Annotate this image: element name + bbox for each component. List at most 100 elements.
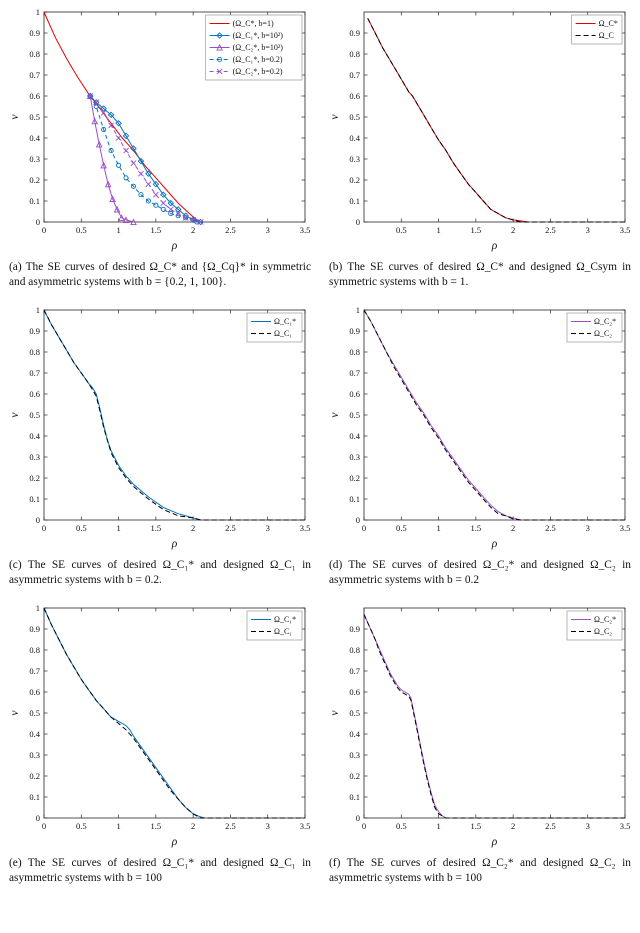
svg-text:0: 0 bbox=[355, 217, 359, 227]
y-axis-label: ν bbox=[9, 412, 21, 418]
svg-text:0.5: 0.5 bbox=[395, 225, 406, 235]
svg-text:1: 1 bbox=[116, 225, 120, 235]
legend-label: Ω_C₂* bbox=[594, 317, 616, 326]
svg-text:0.5: 0.5 bbox=[29, 708, 40, 718]
svg-text:0: 0 bbox=[35, 813, 39, 823]
svg-text:1.5: 1.5 bbox=[150, 225, 161, 235]
svg-text:1: 1 bbox=[35, 603, 39, 613]
svg-text:3: 3 bbox=[585, 523, 589, 533]
svg-text:0.9: 0.9 bbox=[29, 326, 40, 336]
legend: Ω_C₂* Ω_C₂ bbox=[566, 312, 622, 343]
svg-text:3.5: 3.5 bbox=[619, 225, 630, 235]
svg-text:3.5: 3.5 bbox=[299, 523, 310, 533]
svg-text:0.4: 0.4 bbox=[349, 729, 360, 739]
svg-text:1: 1 bbox=[436, 225, 440, 235]
svg-text:0: 0 bbox=[35, 515, 39, 525]
svg-text:0.9: 0.9 bbox=[349, 624, 360, 634]
legend-label: Ω_C₁ bbox=[274, 329, 292, 338]
y-axis-label: ν bbox=[329, 710, 341, 716]
figure-d: 0 0.5 1 1.5 2 2.5 3 3.5 0 0.1 0.2 0.3 0.4 0.5 0.6 0.7 0.… bbox=[320, 300, 640, 598]
svg-text:0.5: 0.5 bbox=[395, 821, 406, 831]
svg-text:0.8: 0.8 bbox=[349, 645, 360, 655]
svg-text:3.5: 3.5 bbox=[619, 523, 630, 533]
x-axis-label: ρ bbox=[170, 240, 177, 252]
y-axis-label: ν bbox=[329, 412, 341, 418]
chart-c: 0 0.5 1 1.5 2 2.5 3 3.5 0 0.1 0.2 0.3 0.4 0.5 0.6 0.7 0.… bbox=[9, 305, 310, 550]
svg-text:0.5: 0.5 bbox=[349, 410, 360, 420]
legend-label: (Ω_C₁*, b=0.2) bbox=[232, 55, 282, 64]
caption-e: (e) The SE curves of desired Ω_C₁* and d… bbox=[9, 857, 311, 885]
svg-text:0.2: 0.2 bbox=[349, 771, 360, 781]
svg-text:0.5: 0.5 bbox=[75, 523, 86, 533]
y-axis-label: ν bbox=[9, 114, 21, 120]
axes: 0 0.5 1 1.5 2 2.5 3 3.5 0 0.1 0.2 0.3 0.4 0.5 0.6 0.7 0.… bbox=[9, 305, 310, 550]
svg-text:3.5: 3.5 bbox=[619, 821, 630, 831]
svg-text:0.6: 0.6 bbox=[349, 687, 360, 697]
svg-text:0: 0 bbox=[41, 523, 45, 533]
axes: 0 0.5 1 1.5 2 2.5 3 3.5 0 0.1 0.2 0.3 0.4 0.5 0.6 0.7 0.… bbox=[329, 305, 630, 550]
svg-text:2: 2 bbox=[191, 225, 195, 235]
series-0 bbox=[363, 614, 446, 819]
svg-text:0: 0 bbox=[35, 217, 39, 227]
figure-e: 0 0.5 1 1.5 2 2.5 3 3.5 0 0.1 0.2 0.3 0.4 0.5 0.6 0.7 0.… bbox=[0, 598, 320, 896]
svg-text:2: 2 bbox=[511, 225, 515, 235]
svg-text:0.5: 0.5 bbox=[75, 821, 86, 831]
svg-text:3: 3 bbox=[265, 523, 269, 533]
series-1 bbox=[363, 309, 625, 521]
caption-c: (c) The SE curves of desired Ω_C₁* and d… bbox=[9, 559, 311, 587]
svg-text:0.8: 0.8 bbox=[349, 347, 360, 357]
y-axis-label: ν bbox=[9, 710, 21, 716]
svg-text:1: 1 bbox=[116, 821, 120, 831]
svg-text:0.7: 0.7 bbox=[29, 368, 40, 378]
svg-text:0.3: 0.3 bbox=[29, 750, 40, 760]
svg-text:3: 3 bbox=[265, 821, 269, 831]
chart-e: 0 0.5 1 1.5 2 2.5 3 3.5 0 0.1 0.2 0.3 0.4 0.5 0.6 0.7 0.… bbox=[9, 603, 310, 848]
axes: 0 0.5 1 1.5 2 2.5 3 3.5 0 0.1 0.2 0.3 0.4 0.5 0.6 0.7 0.… bbox=[329, 607, 630, 848]
svg-text:0: 0 bbox=[41, 225, 45, 235]
svg-text:0: 0 bbox=[41, 821, 45, 831]
svg-text:0.7: 0.7 bbox=[29, 70, 40, 80]
caption-a: (a) The SE curves of desired Ω_C* and {Ω… bbox=[9, 261, 311, 289]
figure-grid: 0 0.5 1 1.5 2 2.5 3 3.5 0 0.1 0.2 0.3 0.4 0.5 0.6 0.7 0.… bbox=[0, 2, 640, 896]
svg-text:1: 1 bbox=[35, 7, 39, 17]
legend: Ω_C₁* Ω_C₁ bbox=[246, 312, 302, 343]
legend-label: (Ω_C₁*, b=10²) bbox=[232, 31, 283, 40]
svg-text:1.5: 1.5 bbox=[150, 821, 161, 831]
legend-label: Ω_C₁* bbox=[274, 317, 296, 326]
chart-b: 0.5 1 1.5 2 2.5 3 3.5 0 0.1 0.2 0.3 0.4 0.5 0.6 0.7 0.8… bbox=[329, 11, 630, 252]
svg-text:0.7: 0.7 bbox=[349, 70, 360, 80]
figure-a: 0 0.5 1 1.5 2 2.5 3 3.5 0 0.1 0.2 0.3 0.4 0.5 0.6 0.7 0.… bbox=[0, 2, 320, 300]
svg-text:0.5: 0.5 bbox=[395, 523, 406, 533]
svg-text:0.3: 0.3 bbox=[29, 452, 40, 462]
legend: (Ω_C*, b=1) (Ω_C₁*, b=10²) (Ω_C₂*, b=10²) (… bbox=[204, 14, 302, 81]
svg-text:0.1: 0.1 bbox=[29, 494, 40, 504]
svg-text:3: 3 bbox=[585, 821, 589, 831]
svg-text:0.3: 0.3 bbox=[349, 452, 360, 462]
svg-text:0.4: 0.4 bbox=[29, 133, 40, 143]
svg-text:0.3: 0.3 bbox=[29, 154, 40, 164]
legend-label: (Ω_C*, b=1) bbox=[232, 19, 273, 28]
svg-text:0.9: 0.9 bbox=[29, 28, 40, 38]
svg-text:0.8: 0.8 bbox=[29, 645, 40, 655]
figure-b: 0.5 1 1.5 2 2.5 3 3.5 0 0.1 0.2 0.3 0.4 0.5 0.6 0.7 0.8… bbox=[320, 2, 640, 300]
series-2 bbox=[86, 92, 137, 226]
chart-f: 0 0.5 1 1.5 2 2.5 3 3.5 0 0.1 0.2 0.3 0.4 0.5 0.6 0.7 0.… bbox=[329, 607, 630, 848]
y-axis-label: ν bbox=[329, 114, 341, 120]
x-axis-label: ρ bbox=[490, 836, 497, 848]
svg-text:0.6: 0.6 bbox=[29, 687, 40, 697]
svg-text:0.6: 0.6 bbox=[29, 91, 40, 101]
legend-label: Ω_C₁ bbox=[274, 627, 292, 636]
series-0 bbox=[43, 11, 201, 223]
svg-text:2.5: 2.5 bbox=[225, 225, 236, 235]
series-1 bbox=[363, 614, 625, 819]
svg-text:0.2: 0.2 bbox=[349, 175, 360, 185]
svg-text:0.1: 0.1 bbox=[29, 196, 40, 206]
svg-text:0.6: 0.6 bbox=[29, 389, 40, 399]
svg-text:0: 0 bbox=[355, 515, 359, 525]
x-axis-label: ρ bbox=[490, 538, 497, 550]
svg-text:2.5: 2.5 bbox=[225, 523, 236, 533]
svg-text:2.5: 2.5 bbox=[545, 523, 556, 533]
svg-text:0.1: 0.1 bbox=[349, 792, 360, 802]
svg-text:0.1: 0.1 bbox=[349, 196, 360, 206]
svg-text:1: 1 bbox=[35, 305, 39, 315]
